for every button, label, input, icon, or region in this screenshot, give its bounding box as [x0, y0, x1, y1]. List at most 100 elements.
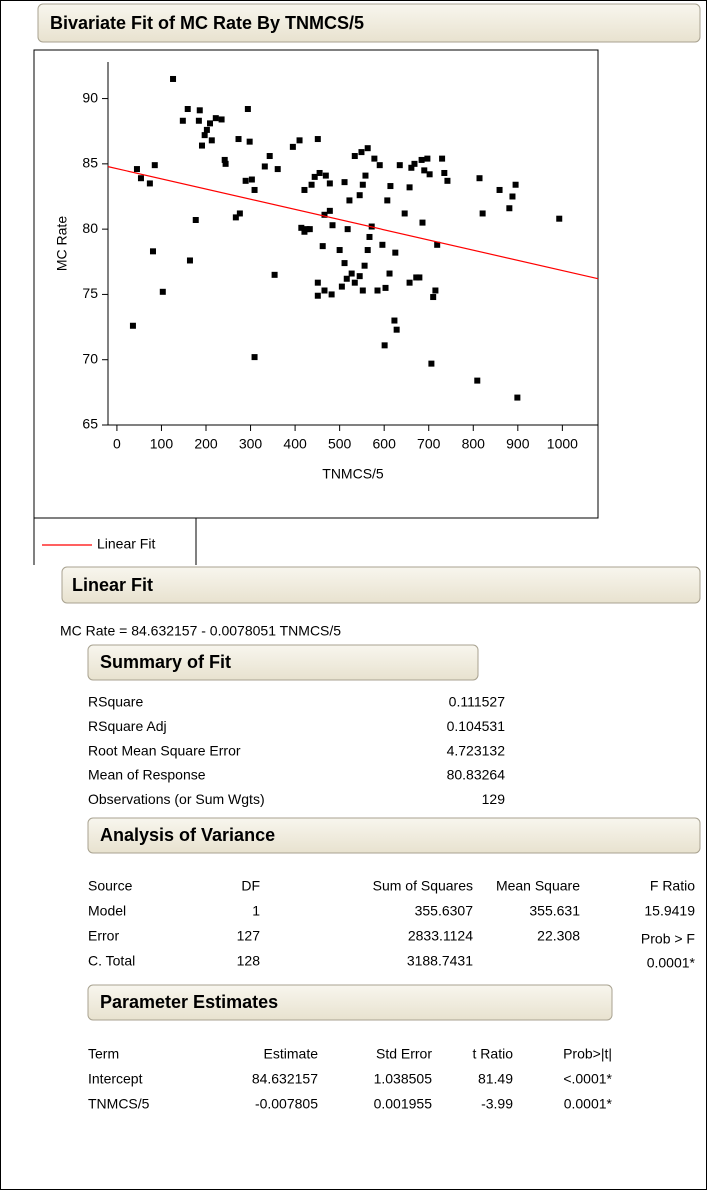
header-cell: t Ratio — [473, 1046, 514, 1062]
x-tick-label: 700 — [417, 436, 441, 452]
header-cell: Std Error — [376, 1046, 432, 1062]
point — [301, 186, 308, 193]
point — [248, 176, 255, 183]
cell: 1 — [252, 903, 260, 919]
section-title: Analysis of Variance — [100, 825, 275, 845]
point — [235, 136, 242, 143]
cell: 128 — [237, 953, 261, 969]
point — [411, 160, 418, 167]
prob-f-label: Prob > F — [641, 931, 695, 947]
point — [203, 126, 210, 133]
x-tick-label: 400 — [283, 436, 307, 452]
point — [129, 322, 136, 329]
point — [416, 274, 423, 281]
row-label: Mean of Response — [88, 767, 206, 783]
point — [336, 247, 343, 254]
y-axis-label: MC Rate — [54, 216, 70, 271]
point — [251, 354, 258, 361]
point — [343, 275, 350, 282]
section-bar — [87, 644, 479, 681]
row-label: Observations (or Sum Wgts) — [88, 791, 265, 807]
point — [496, 186, 503, 193]
point — [359, 287, 366, 294]
point — [439, 155, 446, 162]
cell: -3.99 — [481, 1096, 513, 1112]
point — [514, 394, 521, 401]
point — [198, 142, 205, 149]
point — [218, 116, 225, 123]
axes — [107, 62, 598, 426]
equation: MC Rate = 84.632157 - 0.0078051 TNMCS/5 — [60, 623, 341, 639]
point — [509, 193, 516, 200]
point — [308, 181, 315, 188]
y-tick-label: 85 — [82, 155, 98, 171]
point — [556, 215, 563, 222]
point — [444, 177, 451, 184]
point — [146, 180, 153, 187]
cell: Intercept — [88, 1071, 143, 1087]
point — [432, 287, 439, 294]
point — [274, 166, 281, 173]
cell: 0.001955 — [374, 1096, 433, 1112]
point — [184, 106, 191, 113]
point — [207, 120, 214, 127]
point — [351, 279, 358, 286]
point — [314, 279, 321, 286]
point — [338, 283, 345, 290]
point — [418, 156, 425, 163]
prob-f: 0.0001* — [647, 955, 696, 971]
cell: 15.9419 — [644, 903, 695, 919]
point — [348, 270, 355, 277]
point — [232, 214, 239, 221]
header-cell: F Ratio — [650, 878, 695, 894]
row-value: 129 — [482, 791, 506, 807]
point — [362, 172, 369, 179]
point — [242, 177, 249, 184]
point — [386, 270, 393, 277]
point — [137, 175, 144, 182]
point — [179, 117, 186, 124]
point — [289, 143, 296, 150]
point — [359, 181, 366, 188]
point — [358, 149, 365, 156]
point — [319, 243, 326, 250]
point — [341, 260, 348, 267]
point — [212, 115, 219, 122]
point — [406, 184, 413, 191]
header-cell: Term — [88, 1046, 119, 1062]
title-bar — [37, 3, 701, 43]
point — [392, 249, 399, 256]
x-tick-label: 100 — [150, 436, 174, 452]
cell: 127 — [237, 928, 261, 944]
point — [298, 224, 305, 231]
header-cell: DF — [241, 878, 260, 894]
cell: <.0001* — [563, 1071, 612, 1087]
point — [221, 156, 228, 163]
header-cell: Source — [88, 878, 133, 894]
point — [344, 226, 351, 233]
point — [326, 180, 333, 187]
point — [441, 169, 448, 176]
point — [244, 106, 251, 113]
point — [321, 211, 328, 218]
point — [408, 164, 415, 171]
point — [208, 137, 215, 144]
x-tick-label: 1000 — [547, 436, 578, 452]
point — [406, 279, 413, 286]
point — [364, 247, 371, 254]
point — [434, 241, 441, 248]
point — [151, 162, 158, 169]
x-tick-label: 300 — [239, 436, 263, 452]
header-cell: Estimate — [264, 1046, 319, 1062]
point — [476, 175, 483, 182]
point — [430, 294, 437, 301]
point — [246, 138, 253, 145]
point — [506, 205, 513, 212]
point — [316, 169, 323, 176]
y-tick-label: 70 — [82, 350, 98, 366]
row-value: 80.83264 — [447, 767, 506, 783]
cell: -0.007805 — [255, 1096, 318, 1112]
point — [371, 155, 378, 162]
point — [314, 292, 321, 299]
